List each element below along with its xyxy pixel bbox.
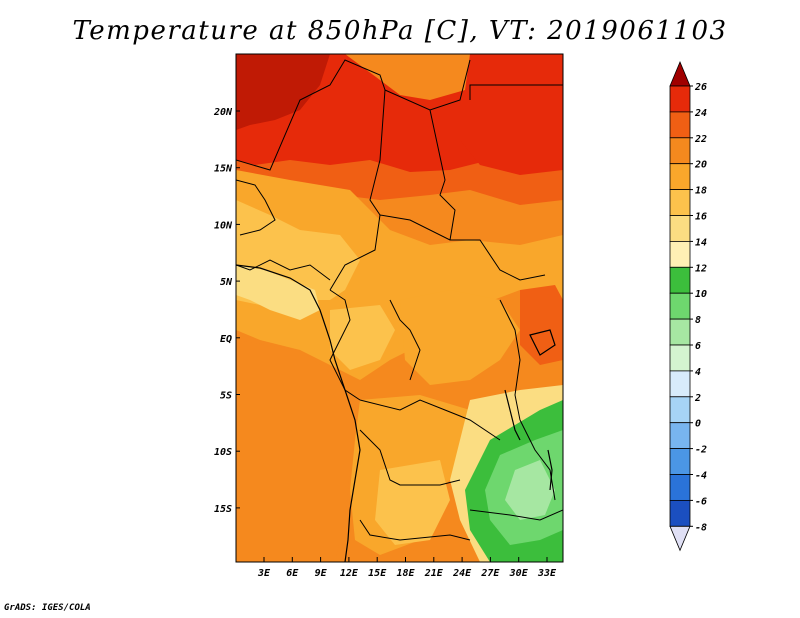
colorbar-swatch [669,448,691,475]
contour-26 [236,54,330,130]
colorbar-label: 6 [695,341,701,352]
contour-16-south [375,460,450,545]
lat-label: EQ [220,334,232,345]
colorbar-swatch [669,318,691,346]
longitude-axis: 3E 6E 9E 12E 15E 18E 21E 24E 27E 30E 33E [257,557,557,579]
contour-16-equator [330,305,395,370]
colorbar-label: 10 [695,289,707,300]
colorbar-swatch [669,189,691,216]
colorbar-swatch [669,422,691,450]
lat-label: 10S [214,447,232,458]
lon-label: 24E [452,568,472,579]
contour-08-se [505,460,555,520]
colorbar-label: -6 [695,496,707,507]
colorbar-swatch [669,240,691,268]
lon-label: 6E [286,568,299,579]
lon-label: 33E [537,568,557,579]
lake-malawi [547,449,553,491]
lake-victoria [529,329,556,356]
lon-label: 12E [340,568,359,579]
colorbar-label: 22 [694,134,707,145]
colorbar-swatch [669,292,691,320]
colorbar-label: 2 [694,393,701,404]
contour-18-west [236,170,563,380]
colorbar-label: 14 [695,237,707,248]
contour-20-sw [236,340,360,562]
colorbar-label: 12 [695,263,707,274]
lon-label: 30E [509,568,529,579]
contour-14-coast [236,265,320,320]
latitude-axis: 20N 15N 10N 5N EQ 5S 10S 15S [213,107,240,515]
colorbar-label: 24 [694,108,707,119]
contour-22-lakes [520,285,563,365]
colorbar-swatch [669,215,691,242]
lon-label: 21E [424,568,444,579]
plot-frame [235,53,564,563]
lat-label: 15N [214,164,233,175]
colorbar-label: -8 [695,522,707,533]
colorbar-label: 20 [694,160,707,171]
colorbar-swatch [669,370,691,398]
colorbar-top-arrow [669,60,691,87]
colorbar-label: 0 [695,419,701,430]
colorbar-swatch [669,137,691,165]
temperature-field [236,54,563,562]
colorbar-swatch [669,396,691,424]
east-24-band [460,85,563,175]
colorbar-label: 8 [695,315,701,326]
colorbar-swatch [669,85,691,113]
lat-label: 5N [220,277,233,288]
colorbar-swatch [669,266,691,294]
lon-label: 15E [368,568,387,579]
lat-label: 20N [213,107,233,118]
colorbar-label: 18 [695,186,707,197]
lat-label: 10N [214,220,233,231]
credit-text: GrADS: IGES/COLA [4,603,91,613]
lon-label: 9E [315,568,328,579]
colorbar-label: 4 [695,367,701,378]
map-title: Temperature at 850hPa [C], VT: 201906110… [72,16,728,46]
colorbar-label: 16 [695,212,707,223]
colorbar-swatch [669,344,691,372]
colorbar-swatch [669,111,691,139]
north-center-20 [345,54,470,100]
lon-label: 27E [480,568,500,579]
coastline [236,264,361,562]
colorbar-label: 26 [694,82,707,93]
lake-tanganyika [504,389,521,441]
lon-label: 3E [257,568,271,579]
colorbar-label: -4 [695,471,707,482]
colorbar-swatch [669,163,691,190]
lon-label: 18E [396,568,415,579]
colorbar-swatch [669,474,691,501]
lat-label: 5S [220,391,232,402]
colorbar-label: -2 [695,445,707,456]
contour-18-central [400,290,520,385]
lat-label: 15S [214,504,232,515]
colorbar-swatch [669,499,691,527]
colorbar-bottom-arrow [669,525,691,552]
